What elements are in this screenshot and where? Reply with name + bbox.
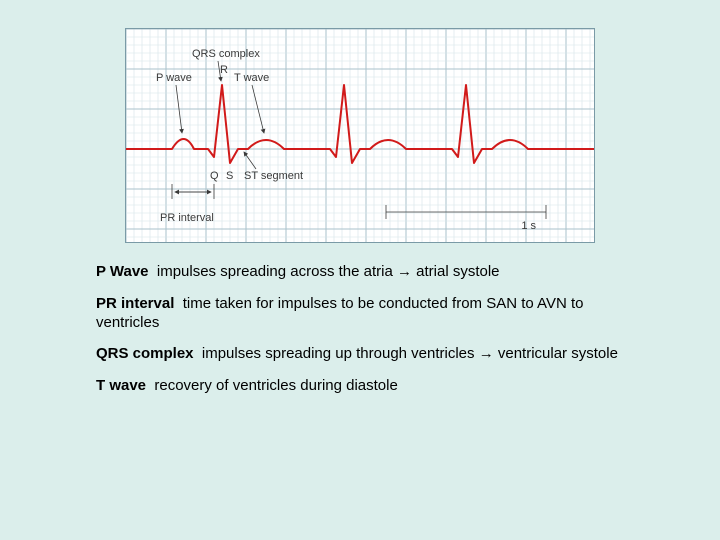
svg-text:P wave: P wave <box>156 72 192 84</box>
def-t-wave: T wave recovery of ventricles during dia… <box>96 377 624 396</box>
term-pr-interval: PR interval <box>96 295 174 312</box>
ecg-svg: QRS complex R P wave T wave QS ST segment PR i… <box>126 29 595 243</box>
svg-text:1 s: 1 s <box>521 220 536 232</box>
definitions-block: P Wave impulses spreading across the atr… <box>50 263 670 396</box>
def-p-wave: P Wave impulses spreading across the atr… <box>96 263 624 282</box>
text-t-wave: recovery of ventricles during diastole <box>154 377 397 394</box>
svg-text:PR interval: PR interval <box>160 212 214 224</box>
def-qrs-complex: QRS complex impulses spreading up throug… <box>96 345 624 364</box>
svg-text:R: R <box>220 64 228 76</box>
text-p-wave: impulses spreading across the atria → at… <box>157 263 500 280</box>
term-p-wave: P Wave <box>96 263 149 280</box>
svg-text:Q: Q <box>210 170 219 182</box>
svg-text:QRS complex: QRS complex <box>192 48 260 60</box>
def-pr-interval: PR interval time taken for impulses to b… <box>96 295 624 333</box>
text-qrs-complex: impulses spreading up through ventricles… <box>202 345 618 362</box>
ecg-chart: QRS complex R P wave T wave QS ST segment PR i… <box>125 28 595 243</box>
svg-text:ST segment: ST segment <box>244 170 303 182</box>
term-qrs-complex: QRS complex <box>96 345 194 362</box>
term-t-wave: T wave <box>96 377 146 394</box>
slide: QRS complex R P wave T wave QS ST segment PR i… <box>0 0 720 540</box>
svg-text:S: S <box>226 170 233 182</box>
svg-text:T wave: T wave <box>234 72 269 84</box>
